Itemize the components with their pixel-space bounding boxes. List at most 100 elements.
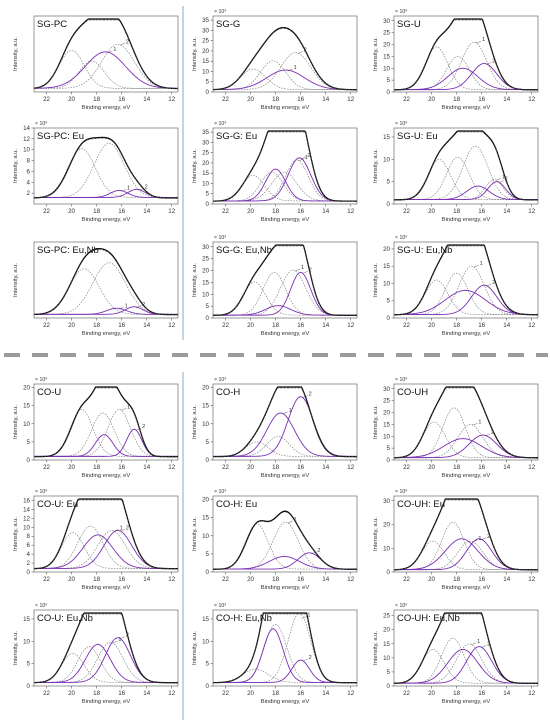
x-tick-label: 20	[428, 322, 435, 329]
component-peak-gray	[394, 521, 538, 570]
y-tick-label: 2	[27, 560, 31, 567]
peak-label-leader	[311, 551, 317, 555]
peak-label-leader	[498, 180, 504, 183]
x-tick-label: 22	[222, 690, 229, 697]
peak-label-leader	[119, 43, 125, 46]
peak-label-leader	[486, 283, 492, 287]
y-tick-label: 25	[383, 613, 390, 620]
peak-label: 2	[317, 548, 320, 554]
peak-label-leader	[486, 62, 492, 65]
peak-label: 2	[487, 534, 490, 540]
y-tick-label: 30	[383, 18, 390, 25]
x-tick-label: 20	[68, 208, 75, 215]
y-tick-label: 15	[383, 53, 390, 60]
component-peak-gray	[34, 653, 178, 683]
peak-label: 1	[113, 47, 116, 53]
y-tick-label: 20	[383, 246, 390, 253]
y-tick-label: 25	[383, 30, 390, 37]
y-axis-label: Intensity, a.u.	[192, 263, 198, 297]
peak-label: 1	[289, 408, 292, 414]
x-tick-label: 20	[68, 464, 75, 471]
y-tick-label: 5	[27, 661, 31, 668]
y-axis-label: Intensity, a.u.	[13, 149, 19, 183]
peak-label-leader	[282, 411, 288, 415]
component-peak-purple	[213, 168, 357, 202]
x-tick-label: 20	[428, 464, 435, 471]
panel-title: CO-U: Eu	[37, 499, 78, 510]
x-axis-label: Binding energy, eV	[261, 473, 310, 479]
x-tick-label: 14	[143, 322, 150, 329]
component-peak-gray	[213, 624, 357, 683]
component-peak-gray	[34, 525, 178, 569]
x-tick-label: 20	[247, 208, 254, 215]
panel-title: SG-U: Eu	[397, 131, 438, 142]
y-tick-label: 5	[387, 179, 391, 186]
panel-title: CO-H	[216, 387, 240, 398]
y-tick-label: 5	[387, 445, 391, 452]
envelope-curve	[213, 510, 357, 570]
x-tick-label: 20	[247, 464, 254, 471]
x-tick-label: 20	[68, 322, 75, 329]
x-tick-label: 22	[43, 464, 50, 471]
y-tick-label: 15	[202, 279, 209, 286]
x-tick-label: 22	[222, 96, 229, 103]
x-tick-label: 14	[322, 96, 329, 103]
y-tick-label: 5	[206, 439, 210, 446]
x-tick-label: 14	[503, 322, 510, 329]
panel-title: CO-U	[37, 387, 61, 398]
x-tick-label: 22	[222, 464, 229, 471]
peak-label-leader	[302, 395, 308, 398]
y-tick-label: 0	[206, 569, 210, 576]
axis-multiplier: × 10³	[214, 603, 226, 609]
panel-title: SG-PC: Eu,Nb	[37, 245, 99, 256]
peak-label-leader	[287, 520, 293, 524]
component-peak-purple	[213, 69, 357, 90]
component-peak-purple	[213, 412, 357, 457]
plot-frame	[212, 15, 358, 93]
x-tick-label: 14	[322, 322, 329, 329]
x-tick-label: 18	[93, 690, 100, 697]
y-tick-label: 0	[387, 315, 391, 322]
x-axis-label: Binding energy, eV	[261, 585, 310, 591]
component-peak-gray	[394, 637, 538, 684]
plot-frame	[33, 495, 179, 573]
y-axis-label: Intensity, a.u.	[373, 631, 379, 665]
x-tick-label: 16	[478, 576, 485, 583]
component-peak-purple	[394, 438, 538, 459]
x-tick-label: 18	[272, 208, 279, 215]
axis-multiplier: × 10³	[35, 377, 47, 383]
y-tick-label: 12	[23, 515, 30, 522]
component-peak-gray	[34, 409, 178, 457]
peak-label: 1	[125, 303, 128, 309]
x-tick-label: 16	[118, 690, 125, 697]
plot-frame	[33, 609, 179, 687]
component-peak-purple	[394, 648, 538, 684]
peak-label-leader	[472, 423, 478, 426]
peak-label: 1	[305, 155, 308, 161]
peak-label: 2	[126, 39, 129, 45]
x-tick-label: 18	[272, 322, 279, 329]
y-tick-label: 5	[387, 298, 391, 305]
peak-label-leader	[287, 68, 293, 72]
peak-label: 2	[307, 153, 310, 159]
x-tick-label: 12	[347, 322, 354, 329]
x-axis-label: Binding energy, eV	[261, 331, 310, 337]
component-peak-gray	[213, 174, 357, 202]
x-tick-label: 18	[93, 322, 100, 329]
y-axis-label: Intensity, a.u.	[192, 517, 198, 551]
peak-label-leader	[119, 636, 125, 639]
y-tick-label: 20	[383, 627, 390, 634]
y-tick-label: 15	[383, 134, 390, 141]
panel-title: SG-U: Eu,Nb	[397, 245, 452, 256]
component-peak-purple	[394, 67, 538, 91]
x-tick-label: 14	[143, 576, 150, 583]
x-tick-label: 14	[503, 576, 510, 583]
axis-multiplier: × 10³	[35, 489, 47, 495]
x-tick-label: 14	[322, 690, 329, 697]
y-tick-label: 20	[202, 268, 209, 275]
fit-curve	[34, 613, 178, 684]
